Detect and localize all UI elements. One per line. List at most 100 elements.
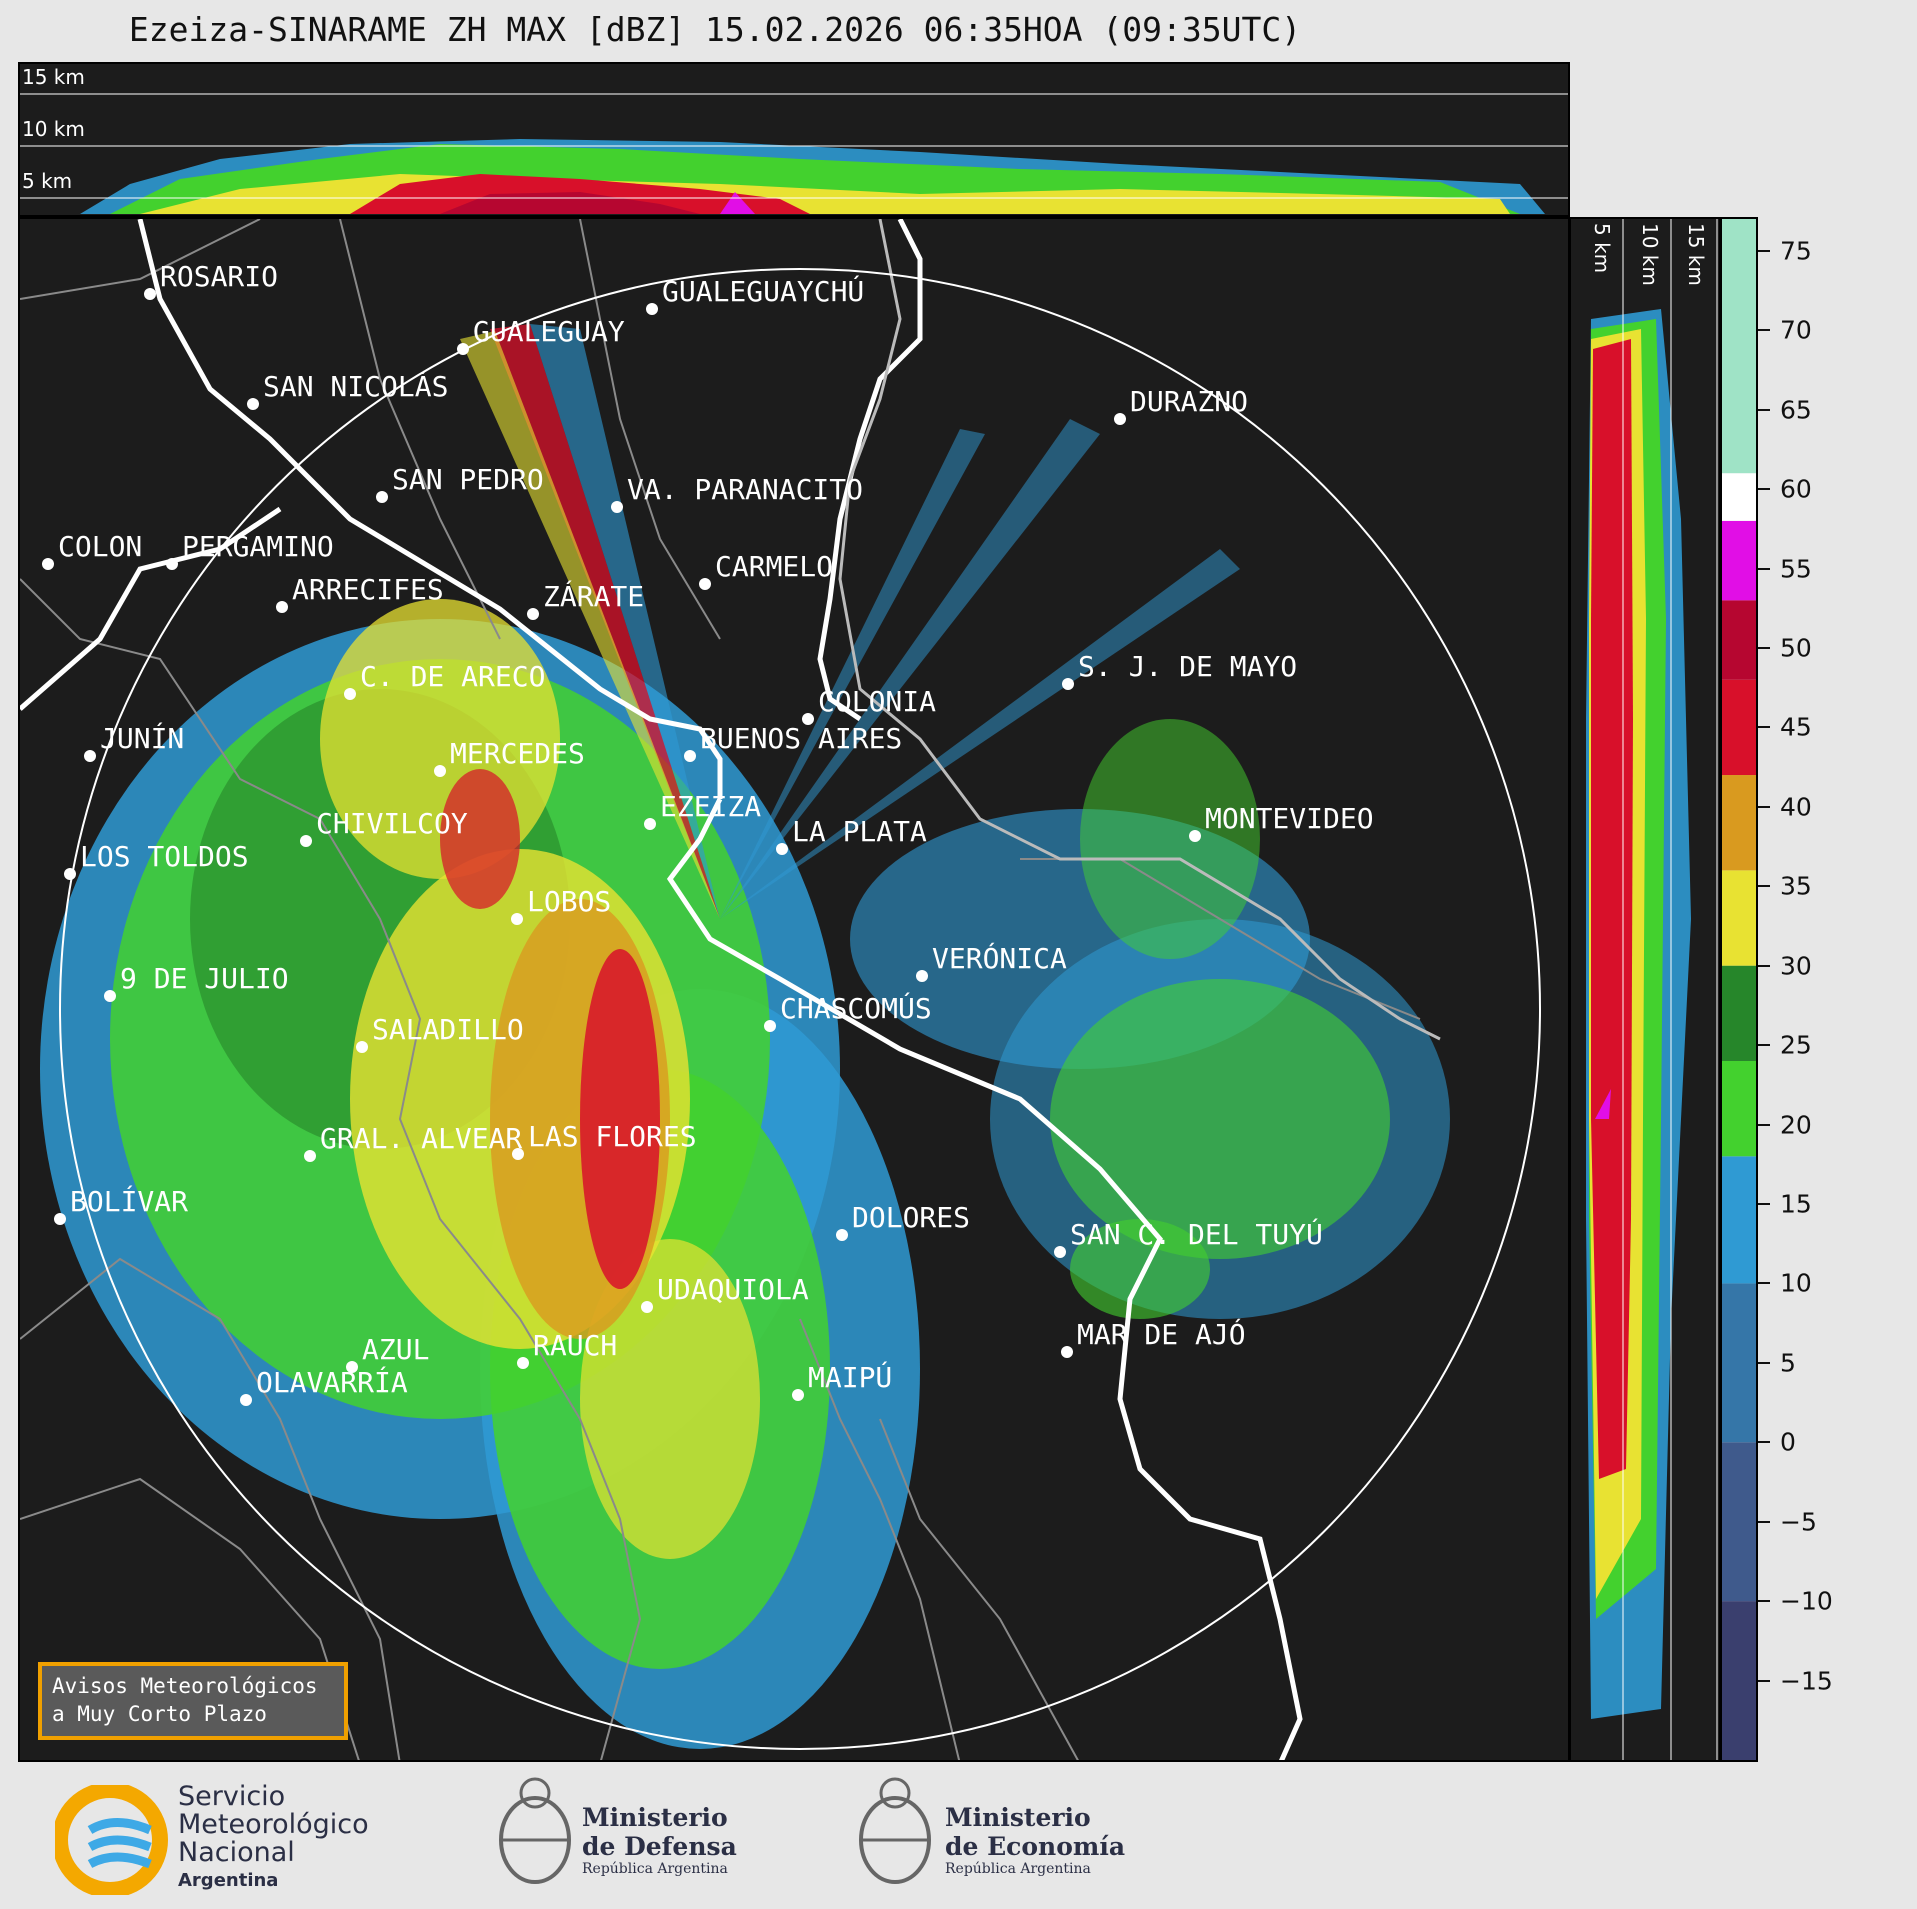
radar-map: ROSARIO GUALEGUAYCHÚ GUALEGUAY SAN NICOLÁS D… [20, 219, 1541, 1760]
economia-line-1: Ministerio [945, 1803, 1091, 1832]
city-dot [1114, 413, 1126, 425]
city-dot [1062, 678, 1074, 690]
colorbar-tick-mark [1758, 1123, 1770, 1126]
colorbar-tick-mark [1758, 646, 1770, 649]
colorbar-scale [1722, 219, 1756, 1760]
city-label: CHIVILCOY [316, 807, 468, 840]
colorbar-tick-mark [1758, 249, 1770, 252]
city-label: MAR DE AJÓ [1077, 1317, 1246, 1351]
city-label: SAN PEDRO [392, 463, 544, 496]
colorbar-tick-mark [1758, 805, 1770, 808]
colorbar-tick-mark [1758, 1679, 1770, 1682]
colorbar-tick-mark [1758, 1361, 1770, 1364]
city-marker: CHASCOMÚS [764, 991, 932, 1032]
colorbar-tick-label: 60 [1780, 474, 1812, 504]
colorbar-tick-label: 10 [1780, 1268, 1812, 1298]
city-marker: MERCEDES [434, 737, 585, 777]
city-label: OLAVARRÍA [256, 1365, 408, 1399]
city-marker: LOBOS [511, 885, 611, 925]
city-marker: BOLÍVAR [54, 1184, 188, 1225]
city-dot [527, 608, 539, 620]
side-altitude-label-5km: 5 km [1590, 223, 1614, 273]
nowcasting-notice: Avisos Meteorológicos a Muy Corto Plazo [38, 1662, 348, 1740]
city-marker: GUALEGUAYCHÚ [646, 274, 864, 315]
city-marker: SAN PEDRO [376, 463, 544, 503]
city-dot [641, 1301, 653, 1313]
colorbar-tick-mark [1758, 567, 1770, 570]
city-dot [247, 398, 259, 410]
colorbar [1720, 217, 1758, 1762]
colorbar-segment [1722, 520, 1756, 601]
city-marker: OLAVARRÍA [240, 1365, 408, 1406]
city-dot [646, 303, 658, 315]
colorbar-segment [1722, 219, 1756, 474]
smn-name-line-1: Servicio [178, 1781, 286, 1812]
colorbar-tick-label: 75 [1780, 236, 1812, 266]
colorbar-tick-mark [1758, 1441, 1770, 1444]
economia-line-3: República Argentina [945, 1861, 1091, 1877]
colorbar-tick-label: 65 [1780, 395, 1812, 425]
city-marker: S. J. DE MAYO [1062, 650, 1297, 690]
city-marker: ZÁRATE [527, 579, 644, 620]
colorbar-tick-label: 35 [1780, 871, 1812, 901]
colorbar-segment [1722, 1060, 1756, 1157]
city-marker: 9 DE JULIO [104, 962, 289, 1002]
colorbar-tick-label: 25 [1780, 1030, 1812, 1060]
national-coat-of-arms-icon [859, 1777, 931, 1884]
city-label: LOS TOLDOS [80, 840, 249, 873]
smn-name-line-4: Argentina [178, 1870, 279, 1891]
city-label: COLON [58, 530, 142, 563]
city-marker: MAIPÚ [792, 1360, 892, 1401]
city-label: UDAQUIOLA [657, 1273, 809, 1306]
city-dot [376, 491, 388, 503]
top-cross-section-panel: 15 km 10 km 5 km [18, 62, 1570, 217]
city-dot [792, 1389, 804, 1401]
city-dot [64, 868, 76, 880]
city-marker: COLONIA [802, 685, 936, 725]
top-cross-section-plot: 15 km 10 km 5 km [20, 65, 1568, 214]
city-marker: RAUCH [517, 1329, 617, 1369]
colorbar-tick-label: 30 [1780, 951, 1812, 981]
colorbar-tick-mark [1758, 1600, 1770, 1603]
city-dot [42, 558, 54, 570]
city-marker: AZUL [346, 1333, 429, 1373]
city-label: ZÁRATE [543, 579, 644, 613]
side-altitude-label-15km: 15 km [1684, 223, 1708, 286]
city-dot [304, 1150, 316, 1162]
coastline [20, 219, 1303, 1760]
colorbar-segment [1722, 965, 1756, 1061]
city-dot [356, 1041, 368, 1053]
city-label: DURAZNO [1130, 385, 1248, 418]
city-marker: LOS TOLDOS [64, 840, 249, 880]
colorbar-tick-label: 20 [1780, 1110, 1812, 1140]
colorbar-tick-mark [1758, 1202, 1770, 1205]
city-marker: CARMELO [699, 550, 833, 590]
national-coat-of-arms-icon [499, 1777, 571, 1884]
city-marker: ROSARIO [144, 260, 278, 300]
uruguay-border [838, 219, 1441, 1041]
city-label: SAN NICOLÁS [263, 369, 448, 403]
city-dot [434, 765, 446, 777]
city-label: JUNÍN [100, 721, 184, 755]
city-label: MONTEVIDEO [1205, 802, 1374, 835]
city-markers: ROSARIO GUALEGUAYCHÚ GUALEGUAY SAN NICOLÁS D… [42, 260, 1374, 1406]
city-marker: EZEIZA [644, 790, 761, 830]
city-dot [346, 1361, 358, 1373]
colorbar-segment [1722, 775, 1756, 871]
city-dot [836, 1229, 848, 1241]
city-marker: ARRECIFES [276, 573, 444, 613]
side-altitude-label-10km: 10 km [1638, 223, 1662, 286]
colorbar-tick-label: 0 [1780, 1427, 1796, 1457]
city-label: ARRECIFES [292, 573, 444, 606]
colorbar-tick-label: 70 [1780, 315, 1812, 345]
city-marker: BUENOS AIRES [684, 722, 902, 762]
city-dot [104, 990, 116, 1002]
colorbar-tick-label: −15 [1780, 1666, 1833, 1696]
city-dot [166, 558, 178, 570]
city-label: LA PLATA [792, 815, 927, 848]
colorbar-segment [1722, 870, 1756, 966]
city-label: S. J. DE MAYO [1078, 650, 1297, 683]
colorbar-tick-mark [1758, 1520, 1770, 1523]
city-marker: LAS FLORES [512, 1120, 697, 1160]
city-marker: PERGAMINO [166, 530, 334, 570]
